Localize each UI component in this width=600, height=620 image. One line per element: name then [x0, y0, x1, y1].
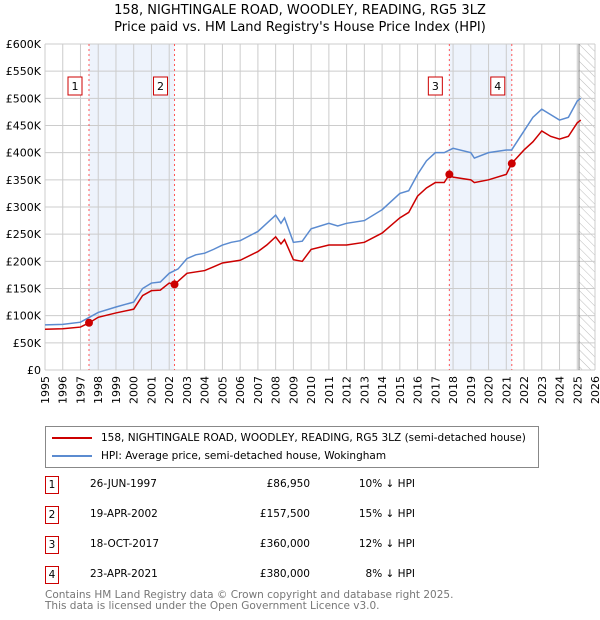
sale-price: £157,500: [259, 508, 310, 520]
price-chart: 1995 1996 1997 1998 1999 2000 2001 2002 2003 2004…: [6, 38, 600, 404]
x-tick-label: 2009: [287, 376, 300, 404]
sale-point: [507, 159, 516, 168]
x-tick-label: 2007: [252, 376, 265, 404]
y-tick-label: £400K: [6, 147, 42, 160]
x-tick-label: 2003: [181, 376, 194, 404]
y-tick-label: £500K: [6, 92, 42, 105]
legend-swatch-property: [52, 437, 92, 439]
y-tick-label: £250K: [6, 228, 42, 241]
x-tick-label: 2025: [571, 376, 584, 404]
legend-label-hpi: HPI: Average price, semi-detached house,…: [101, 450, 387, 462]
y-tick-label: £600K: [6, 38, 42, 51]
x-tick-label: 2014: [376, 376, 389, 404]
footer-licence: This data is licensed under the Open Gov…: [45, 600, 380, 612]
x-tick-label: 2017: [429, 376, 442, 404]
sale-label: 4: [494, 80, 501, 93]
y-tick-label: £200K: [6, 255, 42, 268]
sale-price: £86,950: [266, 478, 310, 490]
sale-hpi-diff: 15% ↓ HPI: [358, 508, 415, 520]
sale-point: [85, 318, 93, 327]
x-tick-label: 2011: [323, 376, 336, 404]
sale-row: 2 19-APR-2002 £157,500 15% ↓ HPI: [45, 506, 545, 524]
x-tick-label: 2012: [341, 376, 354, 404]
x-tick-label: 2020: [483, 376, 496, 404]
y-tick-label: £350K: [6, 174, 42, 187]
x-tick-label: 2004: [199, 376, 212, 404]
sale-price: £380,000: [259, 568, 310, 580]
legend-swatch-hpi: [52, 455, 92, 457]
x-tick-label: 2005: [216, 376, 229, 404]
sale-date: 23-APR-2021: [90, 568, 158, 580]
sale-row: 4 23-APR-2021 £380,000 8% ↓ HPI: [45, 566, 545, 584]
sale-date: 18-OCT-2017: [90, 538, 159, 550]
x-tick-label: 2001: [145, 376, 158, 404]
sale-number: 3: [45, 536, 59, 554]
footer: Contains HM Land Registry data © Crown c…: [45, 590, 453, 612]
chart-title: 158, NIGHTINGALE ROAD, WOODLEY, READING,…: [114, 3, 486, 18]
sale-date: 19-APR-2002: [90, 508, 158, 520]
sale-number: 4: [45, 566, 59, 584]
y-tick-label: £300K: [6, 201, 42, 214]
legend-label-property: 158, NIGHTINGALE ROAD, WOODLEY, READING,…: [101, 432, 526, 444]
sale-hpi-diff: 12% ↓ HPI: [358, 538, 415, 550]
y-tick-label: £50K: [13, 337, 42, 350]
y-tick-label: £150K: [6, 283, 42, 296]
sale-row: 3 18-OCT-2017 £360,000 12% ↓ HPI: [45, 536, 545, 554]
sale-label-box: [490, 76, 506, 96]
sale-label-box: [153, 76, 169, 96]
x-tick-label: 1997: [74, 376, 87, 404]
sale-row: 1 26-JUN-1997 £86,950 10% ↓ HPI: [45, 476, 545, 494]
x-tick-label: 2013: [358, 376, 371, 404]
x-tick-label: 1998: [92, 376, 105, 404]
x-tick-label: 2019: [465, 376, 478, 404]
sale-hpi-diff: 10% ↓ HPI: [358, 478, 415, 490]
sale-label-box: [67, 76, 83, 96]
sale-number: 1: [45, 476, 59, 494]
x-tick-label: 2024: [554, 376, 567, 404]
sale-point: [445, 170, 454, 179]
x-tick-label: 1996: [57, 376, 70, 404]
sale-label: 1: [72, 80, 79, 93]
sale-label-box: [427, 76, 443, 96]
x-tick-label: 2023: [536, 376, 549, 404]
sale-label: 3: [432, 80, 439, 93]
legend: 158, NIGHTINGALE ROAD, WOODLEY, READING,…: [45, 426, 539, 468]
sale-point: [170, 280, 179, 289]
sale-price: £360,000: [259, 538, 310, 550]
sale-hpi-diff: 8% ↓ HPI: [365, 568, 415, 580]
sale-date: 26-JUN-1997: [90, 478, 157, 490]
sale-label: 2: [157, 80, 164, 93]
x-tick-label: 2006: [234, 376, 247, 404]
x-tick-label: 1999: [110, 376, 123, 404]
x-tick-label: 2016: [412, 376, 425, 404]
x-tick-label: 2008: [270, 376, 283, 404]
x-tick-label: 1995: [39, 376, 52, 404]
footer-copyright: Contains HM Land Registry data © Crown c…: [45, 589, 454, 601]
x-tick-label: 2015: [394, 376, 407, 404]
x-tick-label: 2026: [589, 376, 600, 404]
x-tick-label: 2018: [447, 376, 460, 404]
x-tick-label: 2021: [500, 376, 513, 404]
x-tick-label: 2010: [305, 376, 318, 404]
y-tick-label: £100K: [6, 310, 42, 323]
hpi-line: [44, 97, 582, 326]
x-tick-label: 2022: [518, 376, 531, 404]
y-tick-label: £0: [27, 364, 41, 377]
chart-subtitle: Price paid vs. HM Land Registry's House …: [114, 20, 486, 35]
x-tick-label: 2000: [128, 376, 141, 404]
y-tick-label: £550K: [6, 65, 42, 78]
sale-number: 2: [45, 506, 59, 524]
y-tick-label: £450K: [6, 120, 42, 133]
x-tick-label: 2002: [163, 376, 176, 404]
